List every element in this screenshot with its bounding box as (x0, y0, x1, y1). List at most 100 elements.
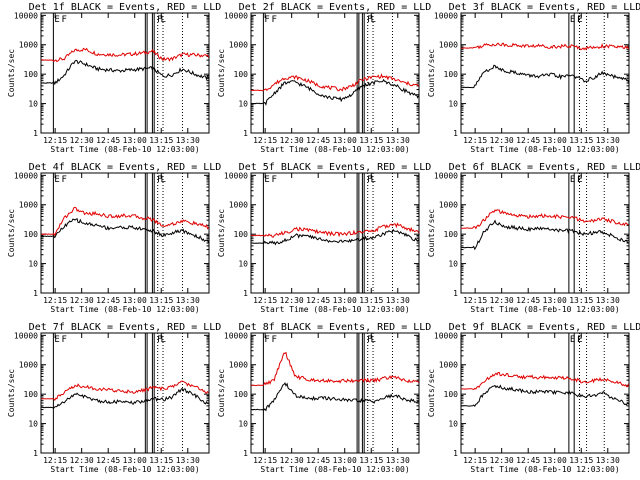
x-axis-label: Start Time (08-Feb-10 12:03:00) (470, 465, 619, 474)
y-tick-label: 10000 (14, 171, 38, 180)
flag-label: L (160, 335, 165, 345)
y-tick-label: 10000 (14, 331, 38, 340)
detector-panel: Det 7f BLACK = Events, RED = LLD 1 10 100 10… (7, 322, 221, 474)
panel-title: Det 4f BLACK = Events, RED = LLD (29, 162, 222, 173)
x-axis-label: Start Time (08-Feb-10 12:03:00) (50, 465, 199, 474)
flag-label: F (264, 335, 269, 345)
y-tick-label: 10 (238, 100, 248, 109)
y-axis-label: Counts/sec (427, 49, 436, 97)
y-tick-label: 1000 (229, 361, 248, 370)
detector-panel: Det 3f BLACK = Events, RED = LLD 1 10 100 10… (427, 2, 640, 154)
series-events-line (460, 64, 630, 89)
y-tick-label: 1000 (439, 41, 458, 50)
y-tick-label: 100 (24, 230, 39, 239)
y-tick-label: 1 (33, 129, 38, 138)
series-lld-line (250, 351, 420, 387)
x-tick-label: 13:30 (596, 456, 620, 465)
flag-label: E (264, 175, 269, 185)
flag-label: L (370, 175, 375, 185)
series-events-line (40, 387, 209, 409)
x-tick-label: 13:00 (543, 456, 567, 465)
flag-label: F (271, 175, 276, 185)
x-tick-label: 12:15 (253, 136, 277, 145)
x-tick-label: 12:30 (280, 296, 304, 305)
flag-label: E (54, 335, 59, 345)
y-tick-label: 10000 (224, 331, 248, 340)
y-tick-label: 1000 (19, 201, 38, 210)
flag-label: F (157, 175, 162, 185)
x-tick-label: 13:30 (386, 456, 410, 465)
detector-panel: Det 8f BLACK = Events, RED = LLD 1 10 100 10… (217, 322, 431, 474)
x-tick-label: 13:30 (176, 296, 200, 305)
plot-frame (460, 332, 630, 454)
flag-label: L (160, 15, 165, 25)
x-tick-label: 12:15 (43, 456, 67, 465)
y-axis-label: Counts/sec (217, 209, 226, 257)
x-axis-label: Start Time (08-Feb-10 12:03:00) (470, 305, 619, 314)
x-tick-label: 12:30 (280, 136, 304, 145)
series-lld-line (251, 222, 420, 238)
flag-label: F (577, 175, 582, 185)
plot-frame (250, 172, 420, 294)
y-tick-label: 1 (243, 129, 248, 138)
x-tick-label: 12:45 (306, 136, 330, 145)
flag-label: L (577, 175, 582, 185)
x-axis-label: Start Time (08-Feb-10 12:03:00) (50, 305, 199, 314)
y-tick-label: 1 (243, 289, 248, 298)
series-events-line (460, 384, 629, 408)
detector-panel: Det 2f BLACK = Events, RED = LLD 1 10 100 10… (217, 2, 431, 154)
panel-title: Det 6f BLACK = Events, RED = LLD (449, 162, 640, 173)
flag-label: F (61, 175, 66, 185)
x-tick-label: 12:30 (280, 456, 304, 465)
y-tick-label: 100 (234, 390, 249, 399)
x-tick-label: 12:15 (463, 456, 487, 465)
x-tick-label: 12:15 (253, 296, 277, 305)
y-tick-label: 100 (234, 70, 249, 79)
detector-panel: Det 4f BLACK = Events, RED = LLD 1 10 100 10… (7, 162, 221, 314)
x-tick-label: 12:45 (516, 136, 540, 145)
y-tick-label: 1 (33, 449, 38, 458)
y-axis-label: Counts/sec (427, 209, 436, 257)
y-tick-label: 1 (33, 289, 38, 298)
x-tick-label: 12:30 (490, 456, 514, 465)
panel-title: Det 5f BLACK = Events, RED = LLD (239, 162, 432, 173)
y-tick-label: 10 (448, 100, 458, 109)
flag-label: F (264, 15, 269, 25)
y-tick-label: 10 (28, 420, 38, 429)
flag-label: F (157, 335, 162, 345)
y-tick-label: 1000 (439, 361, 458, 370)
panel-title: Det 9f BLACK = Events, RED = LLD (449, 322, 640, 333)
x-tick-label: 13:00 (543, 136, 567, 145)
series-lld-line (460, 372, 630, 391)
y-tick-label: 1000 (229, 41, 248, 50)
plot-frame (460, 12, 630, 134)
series-lld-line (40, 206, 210, 237)
y-tick-label: 10000 (434, 331, 458, 340)
x-tick-label: 13:00 (123, 136, 147, 145)
y-tick-label: 10000 (434, 11, 458, 20)
x-tick-label: 12:30 (490, 136, 514, 145)
x-tick-label: 12:45 (306, 456, 330, 465)
x-axis-label: Start Time (08-Feb-10 12:03:00) (260, 305, 409, 314)
y-tick-label: 10 (28, 260, 38, 269)
series-events-line (40, 59, 209, 86)
series-events-line (250, 78, 420, 106)
y-tick-label: 10 (238, 260, 248, 269)
flag-label: F (61, 335, 66, 345)
series-events-line (250, 228, 419, 246)
x-tick-label: 13:15 (359, 296, 383, 305)
y-tick-label: 1 (243, 449, 248, 458)
detector-panel: Det 1f BLACK = Events, RED = LLD 1 10 100 10… (7, 2, 221, 154)
y-tick-label: 1 (453, 289, 458, 298)
flag-label: F (577, 15, 582, 25)
series-lld-line (40, 380, 209, 401)
x-tick-label: 13:15 (359, 456, 383, 465)
x-tick-label: 13:00 (543, 296, 567, 305)
y-tick-label: 100 (444, 70, 459, 79)
y-tick-label: 1000 (19, 41, 38, 50)
series-lld-line (250, 73, 420, 92)
y-tick-label: 100 (234, 230, 249, 239)
series-events-line (250, 382, 419, 412)
plot-frame (460, 172, 630, 294)
